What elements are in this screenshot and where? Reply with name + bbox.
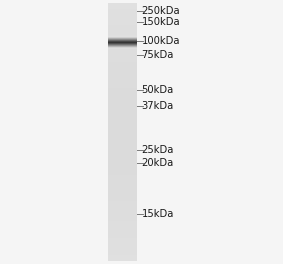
- Text: 25kDa: 25kDa: [142, 145, 174, 155]
- Text: 100kDa: 100kDa: [142, 36, 180, 46]
- Text: 75kDa: 75kDa: [142, 50, 174, 60]
- Text: 250kDa: 250kDa: [142, 6, 180, 16]
- Text: 20kDa: 20kDa: [142, 158, 174, 168]
- Text: 150kDa: 150kDa: [142, 17, 180, 27]
- Text: 15kDa: 15kDa: [142, 209, 174, 219]
- Text: 37kDa: 37kDa: [142, 101, 174, 111]
- Text: 50kDa: 50kDa: [142, 85, 174, 95]
